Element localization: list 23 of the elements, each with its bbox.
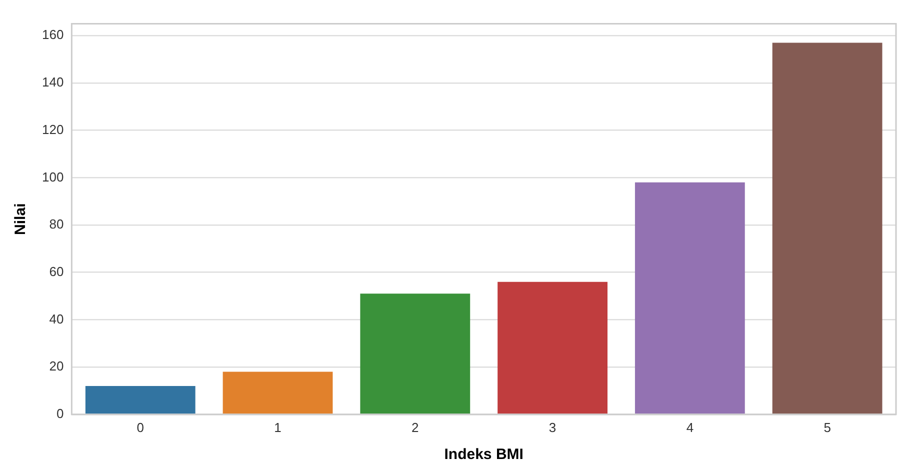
x-tick-label: 1 <box>274 420 282 435</box>
x-tick-label: 5 <box>824 420 831 435</box>
y-tick-label: 140 <box>42 74 64 90</box>
y-tick-label: 80 <box>49 216 64 232</box>
y-tick-label: 0 <box>56 406 64 421</box>
bar <box>222 372 333 414</box>
y-tick-label: 20 <box>49 358 64 374</box>
y-tick-label: 160 <box>42 27 64 42</box>
x-tick-label: 4 <box>686 420 694 435</box>
y-tick-label: 60 <box>49 264 64 279</box>
bar <box>634 182 745 414</box>
bar <box>85 386 196 414</box>
y-tick-label: 100 <box>42 169 64 184</box>
x-tick-label: 0 <box>136 420 144 435</box>
y-axis-title: Nilai <box>12 203 30 235</box>
x-tick-label: 2 <box>412 420 419 435</box>
x-axis-title: Indeks BMI <box>444 446 524 464</box>
y-tick-label: 40 <box>49 311 64 326</box>
bar <box>498 282 608 414</box>
bar <box>772 42 882 414</box>
bar <box>360 294 470 414</box>
y-tick-label: 120 <box>42 122 64 137</box>
x-tick-label: 3 <box>548 420 556 435</box>
